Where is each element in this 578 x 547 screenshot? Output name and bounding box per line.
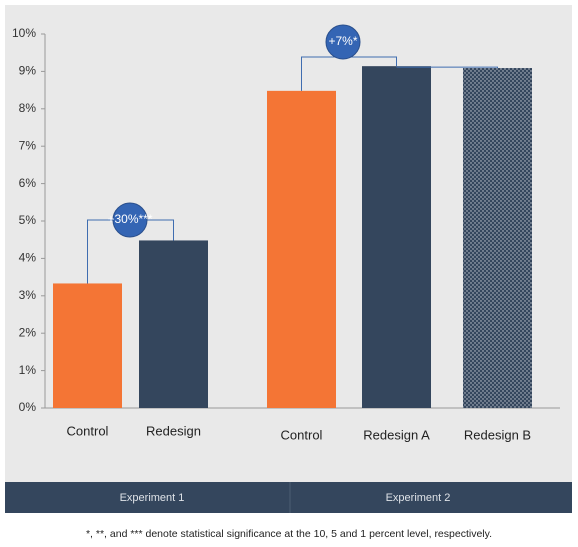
x-tick-label: Redesign B (464, 427, 531, 442)
bar (139, 240, 208, 408)
y-tick-label: 7% (19, 138, 37, 152)
x-tick-label: Control (67, 423, 109, 438)
x-tick-label: Redesign A (363, 427, 430, 442)
y-tick-label: 2% (19, 325, 37, 339)
bar (267, 90, 336, 409)
x-tick-label: Control (281, 427, 323, 442)
group-band (5, 482, 572, 513)
y-tick-label: 6% (19, 176, 37, 190)
y-tick-label: 9% (19, 64, 37, 78)
annotation: +30%*** (107, 212, 152, 226)
bar (53, 283, 122, 408)
y-tick-label: 8% (19, 101, 37, 115)
x-tick-label: Redesign (146, 423, 201, 438)
y-tick-label: 3% (19, 288, 37, 302)
group-label: Experiment 2 (386, 492, 451, 504)
annotation: +7%* (328, 34, 357, 48)
group-label: Experiment 1 (120, 492, 185, 504)
y-tick-label: 5% (19, 213, 37, 227)
bar (463, 68, 532, 408)
bracket (396, 66, 498, 69)
bar (362, 66, 431, 408)
y-tick-label: 0% (19, 400, 37, 414)
annotation-bubble (112, 202, 148, 238)
footnote: *, **, and *** denote statistical signif… (86, 528, 492, 540)
y-tick-label: 10% (12, 26, 36, 40)
y-tick-label: 4% (19, 251, 37, 265)
y-tick-label: 1% (19, 363, 37, 377)
annotation-bubble (325, 24, 361, 60)
